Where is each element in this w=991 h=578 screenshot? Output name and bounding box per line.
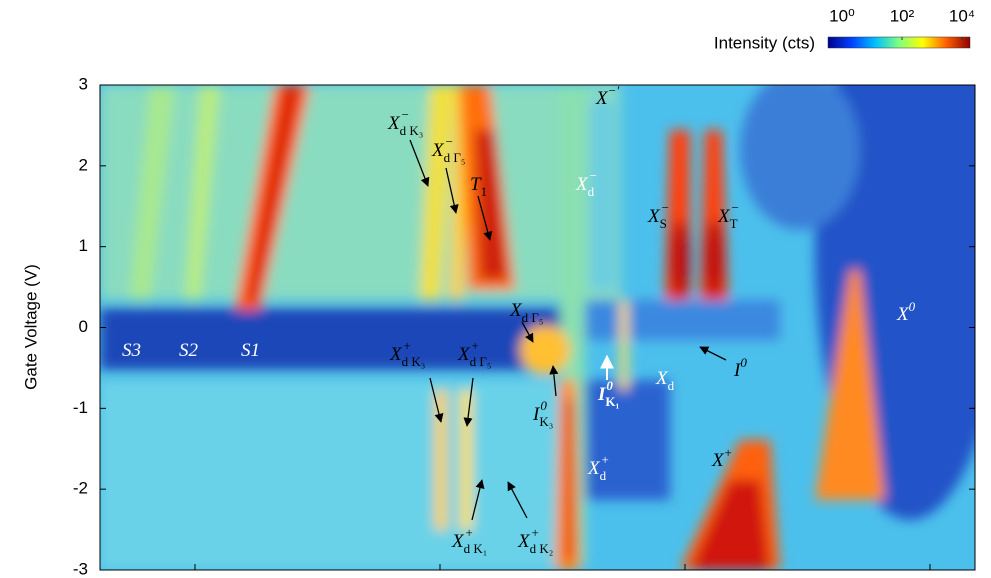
- annotation: X−′: [595, 83, 619, 109]
- annotation-base: X: [896, 304, 910, 325]
- annotation-sub: d K₁: [464, 541, 488, 556]
- annotation-sup: +: [601, 452, 610, 467]
- annotation-base: X: [517, 531, 531, 552]
- annotation-base: X: [647, 206, 661, 227]
- colorbar-tick-label: 10²: [890, 6, 915, 25]
- annotation-base: X: [575, 174, 589, 195]
- annotation-sup: 0: [909, 299, 916, 314]
- annotation-base: T: [470, 174, 482, 195]
- annotation-sup: 0: [540, 398, 547, 413]
- annotation-base: S2: [179, 340, 199, 361]
- annotation: Xd K₂+: [517, 525, 553, 556]
- annotation-sup: +: [403, 338, 412, 353]
- annotation-base: X: [587, 458, 601, 479]
- annotation: XT−: [717, 200, 739, 231]
- y-tick-label: -1: [73, 398, 88, 417]
- annotation: T1: [470, 174, 487, 199]
- annotation: Xd+: [587, 452, 609, 483]
- annotation-sub: d K₃: [402, 354, 426, 369]
- colorbar-tick-label: 10⁴: [949, 6, 975, 25]
- y-tick-label: 3: [79, 74, 88, 93]
- annotation-sup: 0: [606, 378, 613, 393]
- annotation-base: I: [532, 404, 541, 425]
- annotation-base: S3: [122, 340, 141, 361]
- annotation-base: X: [711, 450, 725, 471]
- annotation-sub: T: [730, 216, 738, 231]
- annotation-sub: d K₃: [400, 123, 424, 138]
- annotation-base: X: [595, 88, 609, 109]
- annotation-sub: d Γ₅: [444, 150, 466, 165]
- annotation: Xd−: [575, 168, 597, 199]
- y-tick-label: -3: [73, 559, 88, 578]
- annotation-base: X: [457, 344, 471, 365]
- heatmap: [100, 85, 975, 570]
- x-ticks: [194, 564, 931, 570]
- annotation-sub: d Γ₅: [470, 354, 492, 369]
- annotation-base: I: [733, 360, 742, 381]
- annotation: Xd Γ₅: [509, 300, 543, 325]
- y-axis: 3 2 1 0 -1 -2 -3: [73, 74, 975, 578]
- annotation-sub: 1: [481, 184, 488, 199]
- annotation: S2: [179, 340, 199, 361]
- annotation-sub: K₁: [605, 394, 619, 409]
- annotation-base: I: [597, 384, 606, 405]
- y-tick-label: 0: [79, 317, 88, 336]
- annotation-sub: d: [668, 378, 675, 393]
- annotation-sub: d: [588, 184, 595, 199]
- annotation-sup: −′: [608, 83, 620, 98]
- annotation-sup: 0: [740, 355, 747, 370]
- annotation-sup: −: [661, 200, 670, 215]
- annotation-sub: d: [600, 468, 607, 483]
- annotation-sup: −: [589, 168, 598, 183]
- annotation: S3: [122, 340, 141, 361]
- y-axis-label: Gate Voltage (V): [21, 264, 40, 390]
- annotation: X+: [711, 445, 732, 471]
- annotation-base: S1: [241, 340, 260, 361]
- annotation: Xd K₃−: [387, 107, 423, 138]
- annotation-sup: +: [465, 525, 474, 540]
- annotation-sup: −: [731, 200, 740, 215]
- annotation: IK₁0: [597, 378, 620, 409]
- annotation: S1: [241, 340, 260, 361]
- annotation-base: X: [655, 368, 669, 389]
- annotation: Xd Γ₅+: [457, 338, 491, 369]
- annotation-base: X: [509, 300, 523, 321]
- annotation-sup: −: [445, 134, 454, 149]
- annotation: Xd Γ₅−: [431, 134, 465, 165]
- y-tick-label: 2: [79, 155, 88, 174]
- y-tick-label: -2: [73, 479, 88, 498]
- annotation-base: X: [451, 531, 465, 552]
- annotation-base: X: [717, 206, 731, 227]
- annotation: X0: [896, 299, 916, 325]
- annotation-base: X: [389, 344, 403, 365]
- annotation: Xd K₁+: [451, 525, 487, 556]
- annotation-sub: K₃: [539, 414, 553, 429]
- annotation-sub: d K₂: [530, 541, 554, 556]
- annotation-sub: d Γ₅: [522, 310, 544, 325]
- colorbar-tick-label: 10⁰: [829, 6, 855, 25]
- annotation-sub: S: [660, 216, 667, 231]
- annotation-base: X: [431, 140, 445, 161]
- annotation-sup: +: [531, 525, 540, 540]
- annotation-base: X: [387, 113, 401, 134]
- colorbar: [827, 36, 971, 49]
- y-tick-label: 1: [79, 236, 88, 255]
- annotation: I0: [733, 355, 747, 381]
- annotation-sup: +: [471, 338, 480, 353]
- colorbar-label: Intensity (cts): [714, 33, 815, 52]
- annotation: IK₃0: [532, 398, 553, 429]
- annotation-sup: +: [724, 445, 733, 460]
- annotation: XS−: [647, 200, 669, 231]
- annotation: Xd K₃+: [389, 338, 425, 369]
- annotation: Xd: [655, 368, 675, 393]
- annotation-sup: −: [401, 107, 410, 122]
